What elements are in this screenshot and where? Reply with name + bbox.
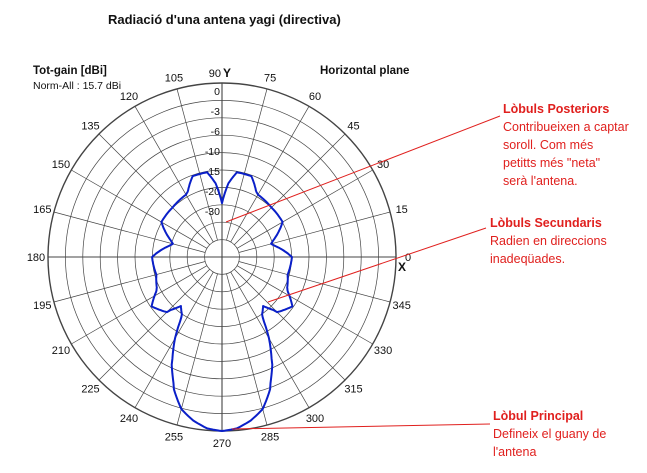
chart-title: Radiació d'una antena yagi (directiva): [108, 12, 341, 27]
grid-spoke: [134, 106, 214, 243]
grid-spoke: [234, 269, 346, 381]
grid-spoke: [71, 169, 208, 249]
angle-tick-label: 195: [33, 300, 51, 312]
grid-spoke: [226, 88, 268, 241]
gain-unit-label: Tot-gain [dBi]: [33, 65, 107, 77]
annotation-leader-line: [231, 423, 491, 430]
radiation-pattern: [150, 171, 294, 432]
annotation-side-lobes: Lòbuls Secundaris Radien en direccions i…: [490, 214, 607, 268]
angle-tick-label: 345: [393, 300, 411, 312]
angle-tick-label: 90: [209, 68, 221, 80]
annotation-text: serà l'antena.: [503, 174, 578, 188]
annotation-title: Lòbuls Posteriors: [503, 102, 610, 116]
x-axis-label: X: [398, 260, 406, 274]
angle-tick-label: 330: [374, 345, 392, 357]
grid-spoke: [53, 211, 206, 253]
annotation-text: petitts més "neta": [503, 156, 601, 170]
grid-spoke: [238, 261, 391, 303]
grid-spoke: [230, 106, 310, 243]
annotation-text: inadeqüades.: [490, 252, 566, 266]
grid-spoke: [98, 269, 210, 381]
plane-label: Horizontal plane: [320, 65, 410, 77]
annotation-main-lobe: Lòbul Principal Defineix el guany de l'a…: [493, 407, 606, 461]
angle-tick-label: 210: [52, 345, 70, 357]
angle-tick-label: 105: [165, 72, 183, 84]
angle-tick-label: 300: [306, 413, 324, 425]
polar-grid: 0153045607510512013515016518019521022524…: [27, 66, 411, 450]
radial-tick-label: -20: [205, 186, 220, 198]
angle-tick-label: 270: [213, 438, 231, 450]
annotation-text: Defineix el guany de: [493, 427, 607, 441]
angle-tick-label: 75: [264, 72, 276, 84]
angle-tick-label: 60: [309, 91, 321, 103]
annotation-text: l'antena: [493, 445, 537, 459]
annotation-text: Contribueixen a captar: [503, 120, 629, 134]
grid-spoke: [236, 265, 373, 345]
angle-tick-label: 0: [405, 252, 411, 264]
grid-spoke: [234, 133, 346, 245]
angle-tick-label: 150: [52, 159, 70, 171]
angle-tick-label: 225: [81, 384, 99, 396]
angle-tick-label: 315: [344, 384, 362, 396]
annotation-leader-lines: [225, 115, 501, 430]
annotation-title: Lòbul Principal: [493, 409, 584, 423]
annotation-title: Lòbuls Secundaris: [490, 216, 602, 230]
angle-tick-label: 180: [27, 252, 45, 264]
radial-tick-label: -10: [205, 146, 220, 158]
pattern-curve: [150, 171, 294, 432]
y-axis-label: Y: [223, 66, 231, 80]
normalization-label: Norm-All : 15.7 dBi: [33, 80, 122, 92]
angle-tick-label: 285: [261, 432, 279, 444]
radial-tick-label: 0: [214, 86, 220, 98]
radial-tick-label: -6: [211, 126, 220, 138]
angle-tick-label: 255: [165, 432, 183, 444]
annotation-leader-line: [225, 115, 501, 223]
angle-tick-label: 165: [33, 204, 51, 216]
annotation-text: soroll. Com més: [503, 138, 594, 152]
radial-tick-label: -30: [205, 206, 220, 218]
grid-spoke: [53, 261, 206, 303]
annotation-back-lobes: Lòbuls Posteriors Contribueixen a captar…: [503, 100, 629, 190]
annotation-text: Radien en direccions: [490, 234, 607, 248]
angle-tick-label: 15: [396, 204, 408, 216]
grid-spoke: [98, 133, 210, 245]
annotation-leader-line: [267, 227, 487, 303]
angle-tick-label: 45: [347, 121, 359, 133]
grid-spoke: [236, 169, 373, 249]
grid-spoke: [176, 88, 218, 241]
angle-tick-label: 240: [120, 413, 138, 425]
grid-spoke: [71, 265, 208, 345]
angle-tick-label: 120: [120, 91, 138, 103]
grid-spoke: [226, 273, 268, 426]
angle-tick-label: 135: [81, 121, 99, 133]
grid-spoke: [238, 211, 391, 253]
grid-spoke: [176, 273, 218, 426]
radial-tick-label: -3: [211, 106, 220, 118]
